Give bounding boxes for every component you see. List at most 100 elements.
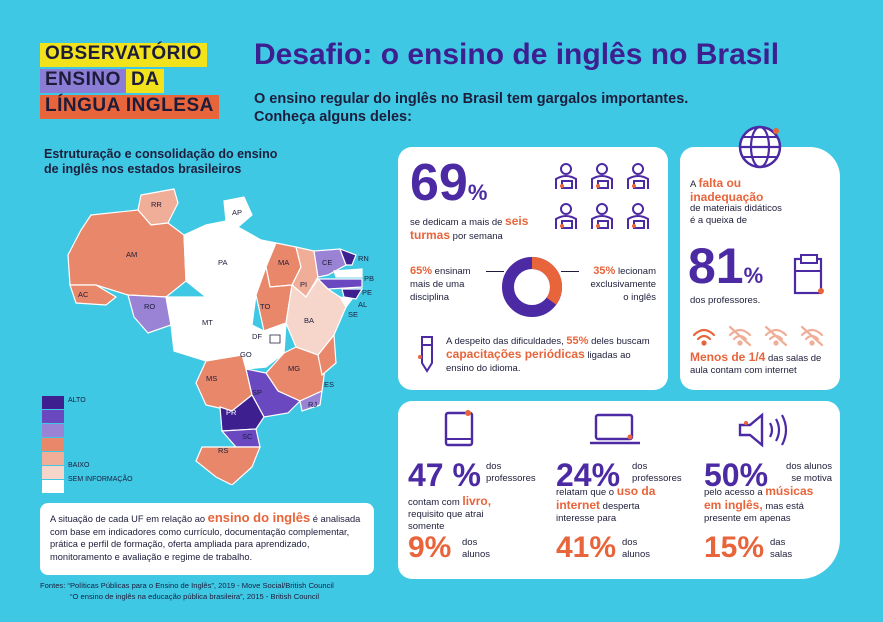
label-am: AM [126, 250, 137, 259]
right-stat-text2: exclusivamente [590, 279, 656, 290]
internet-text6: dos [622, 537, 638, 548]
source-line-1: Fontes: “Políticas Públicas para o Ensin… [40, 581, 334, 590]
state-go [241, 322, 287, 370]
right-stat-text3: o inglês [623, 292, 656, 303]
map-title-line-1: Estruturação e consolidação do ensino [44, 147, 278, 161]
label-df: DF [252, 332, 262, 341]
left-stat-text1: ensinam [432, 266, 471, 277]
state-rj [299, 390, 323, 412]
stat-81-pct: % [743, 263, 764, 288]
right-stat-text1: lecionam [615, 266, 656, 277]
internet-text1: dos [632, 461, 648, 472]
stat-livro: 47 % [408, 457, 481, 493]
musica-text2: se motiva [791, 473, 832, 484]
logo-line-3: LÍNGUA INGLESA [40, 95, 219, 119]
livro-text5: somente [408, 521, 445, 532]
left-stat-text2: mais de uma [410, 279, 465, 290]
musica-text6: das [770, 537, 786, 548]
subtitle-line-1: O ensino regular do inglês no Brasil tem… [254, 91, 689, 107]
legend-low-label: BAIXO [68, 462, 90, 469]
state-al [341, 288, 364, 300]
stat-internet: 24% [556, 457, 621, 493]
label-rj: RJ [308, 400, 317, 409]
legend-high-label: ALTO [68, 397, 86, 404]
label-rn: RN [358, 254, 369, 263]
globe-icon [738, 125, 782, 169]
internet-text4: desperta [600, 501, 640, 512]
label-ac: AC [78, 290, 89, 299]
speaker-icon [738, 412, 788, 448]
cap-post: ligadas ao ensino do idioma. [446, 350, 631, 374]
label-to: TO [260, 302, 270, 311]
right-stat-pct: 35% [593, 265, 616, 277]
musica-label: dos alunos se motiva [774, 461, 832, 485]
logo-line-2b: DA [126, 69, 165, 93]
state-df [269, 334, 281, 344]
musica-text3: pelo acesso a [704, 487, 766, 498]
state-pb [333, 268, 363, 278]
turmas-desc-highlight: seis turmas [410, 214, 529, 242]
logo-line-1: OBSERVATÓRIO [40, 43, 207, 67]
map-title-line-2: de inglês nos estados brasileiros [44, 162, 242, 176]
legend-swatch-3 [42, 424, 64, 437]
cap-pct: 55% [566, 335, 589, 347]
label-mg: MG [288, 364, 300, 373]
musica-text1: dos alunos [786, 461, 832, 472]
label-sp: SP [252, 388, 262, 397]
livro-text2: professores [486, 473, 536, 484]
right-stat: 35% lecionam exclusivamente o inglês [568, 265, 656, 304]
card-materiais: A falta ou inadequação de materiais didá… [680, 125, 840, 390]
internet-highlight-1: uso da [616, 484, 656, 498]
card-recursos: 47 % dos professores contam com livro, r… [398, 401, 840, 579]
livro-label: dos professores [486, 461, 536, 485]
internet-stat-text: das salas de aula contam com internet [690, 353, 822, 376]
turmas-desc-pre: se dedicam a mais de [410, 217, 506, 228]
turmas-desc-post: por semana [450, 231, 503, 242]
label-ce: CE [322, 258, 332, 267]
legend-swatch-5 [42, 452, 64, 465]
capacitacao-text: A despeito das dificuldades, 55% deles b… [446, 335, 661, 375]
musica-text5: presente em apenas [704, 513, 791, 524]
page-subtitle: O ensino regular do inglês no Brasil tem… [254, 90, 688, 126]
internet-stat-highlight: Menos de 1/4 [690, 350, 766, 364]
materiais-intro: A falta ou inadequação de materiais didá… [690, 177, 830, 227]
livro-text4: requisito que atrai [408, 509, 484, 520]
label-pr: PR [226, 408, 237, 417]
internet-label: dos professores [632, 461, 682, 485]
material-icon [793, 254, 824, 295]
label-pa: PA [218, 258, 227, 267]
label-rr: RR [151, 200, 162, 209]
legend-swatch-1 [42, 396, 64, 409]
livro-alunos-label: dos alunos [462, 537, 490, 561]
internet-text7: alunos [622, 549, 650, 560]
stat-81-number: 81 [688, 238, 744, 294]
stat-81-desc: dos professores. [690, 295, 761, 306]
stat-69-number: 69 [410, 154, 468, 212]
state-es [317, 333, 337, 377]
legend-swatch-4 [42, 438, 64, 451]
source-line-2: “O ensino de inglês na educação pública … [70, 591, 320, 601]
internet-stat: Menos de 1/4 das salas de aula contam co… [690, 351, 836, 377]
label-pi: PI [300, 280, 307, 289]
stat-81: 81% [688, 237, 763, 295]
livro-desc: contam com livro, requisito que atrai so… [408, 495, 548, 533]
left-stat-pct: 65% [410, 265, 433, 277]
musica-text4: mas está [762, 501, 804, 512]
livro-text3: contam com [408, 497, 463, 508]
materiais-intro-3: é a queixa de [690, 215, 748, 226]
map-title: Estruturação e consolidação do ensino de… [44, 147, 277, 177]
materiais-intro-2: de materiais didáticos [690, 203, 782, 214]
label-se: SE [348, 310, 358, 319]
state-ac [69, 284, 118, 306]
state-rn [338, 247, 357, 266]
label-pb: PB [364, 274, 374, 283]
stat-69: 69% [410, 153, 487, 213]
teacher-group-icon [555, 163, 649, 229]
materiais-intro-a: A [690, 179, 699, 190]
internet-text5: interesse para [556, 513, 617, 524]
state-ba [285, 278, 347, 356]
materiais-intro-hl2: inadequação [690, 190, 764, 204]
label-sc: SC [242, 432, 253, 441]
wifi-icons [692, 325, 824, 347]
musica-text7: salas [770, 549, 793, 560]
